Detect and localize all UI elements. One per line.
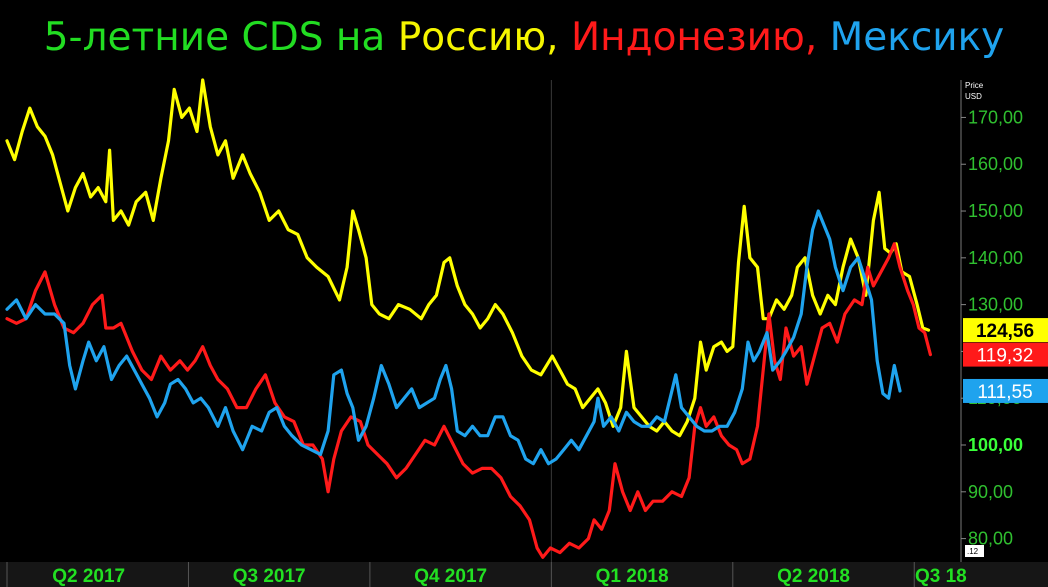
last-value-label: 124,56 xyxy=(976,321,1034,342)
plot-area xyxy=(7,80,957,562)
y-tick-label: 90,00 xyxy=(968,482,1013,502)
y-tick-label: 150,00 xyxy=(968,201,1023,221)
x-tick-label: Q3 18 xyxy=(915,566,967,587)
x-tick-label: Q1 2018 xyxy=(596,566,669,587)
last-value-box xyxy=(963,318,1048,343)
unit-label: USD xyxy=(965,92,982,101)
y-tick-label: 80,00 xyxy=(968,529,1013,549)
series-line xyxy=(5,242,932,559)
x-tick-label: Q2 2018 xyxy=(777,566,850,587)
series-line xyxy=(5,78,931,438)
last-value-box xyxy=(963,378,1048,403)
x-tick-label: Q4 2017 xyxy=(414,566,487,587)
title-part: Россию, xyxy=(397,15,571,60)
price-label: Price xyxy=(965,81,984,90)
y-tick-label: 130,00 xyxy=(968,295,1023,315)
x-axis-band xyxy=(0,562,1048,587)
y-tick-label: 160,00 xyxy=(968,154,1023,174)
scale-marker-label: .12 xyxy=(967,547,979,556)
chart-title: 5-летние CDS на Россию, Индонезию, Мекси… xyxy=(0,6,1048,70)
last-value-box xyxy=(963,342,1048,367)
y-tick-label: 170,00 xyxy=(968,107,1023,127)
title-part: Мексику xyxy=(829,15,1005,60)
series-line xyxy=(5,209,902,466)
title-part: 5-летние CDS на xyxy=(43,15,398,60)
y-tick-label: 100,00 xyxy=(968,435,1023,455)
scale-marker-box xyxy=(965,545,984,557)
last-value-label: 111,55 xyxy=(977,382,1032,403)
last-value-label: 119,32 xyxy=(977,346,1034,367)
x-tick-label: Q3 2017 xyxy=(233,566,306,587)
y-tick-label: 140,00 xyxy=(968,248,1023,268)
x-tick-label: Q2 2017 xyxy=(52,566,125,587)
title-part: Индонезию, xyxy=(570,15,830,60)
